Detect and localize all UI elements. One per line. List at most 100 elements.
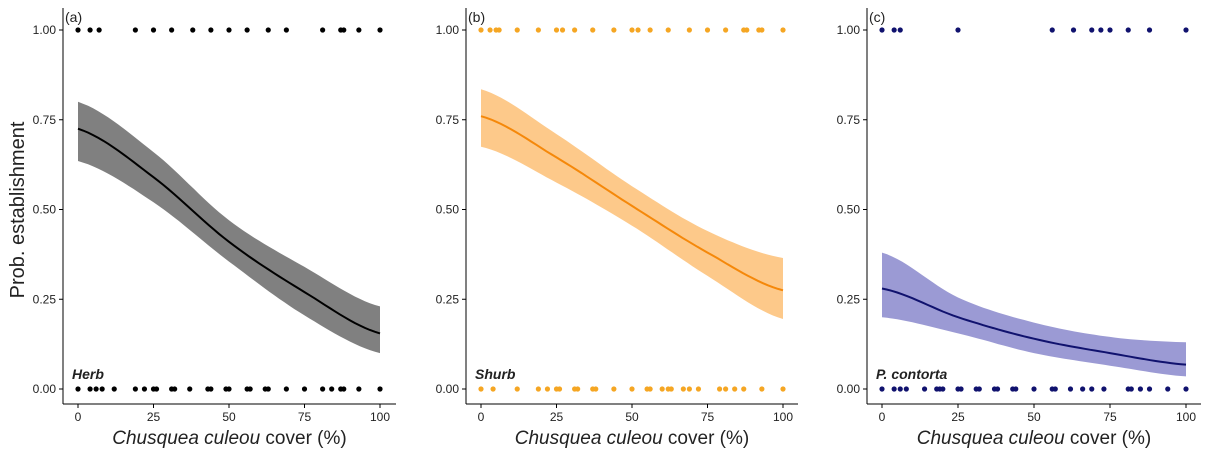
data-point — [1013, 386, 1019, 392]
data-point — [879, 386, 885, 392]
data-point — [75, 27, 81, 33]
data-point — [496, 27, 502, 33]
data-point — [1080, 386, 1086, 392]
y-tick-label: 1.00 — [837, 23, 861, 37]
y-tick-label: 0.75 — [837, 113, 861, 127]
x-axis-label-species: Chusquea culeou — [112, 428, 260, 449]
data-point — [535, 386, 541, 392]
data-point — [590, 27, 596, 33]
data-point — [1067, 386, 1074, 392]
panel-tag: (c) — [869, 9, 885, 25]
data-point — [695, 386, 702, 392]
data-point — [1128, 386, 1134, 392]
data-point — [741, 386, 747, 392]
data-point — [1146, 27, 1153, 33]
data-point — [1107, 27, 1113, 33]
data-point — [976, 386, 982, 392]
confidence-band — [882, 252, 1186, 377]
data-point — [172, 386, 178, 392]
data-point — [132, 27, 138, 33]
data-point — [647, 27, 653, 33]
data-point — [716, 386, 723, 392]
data-point — [301, 386, 308, 392]
data-point — [226, 27, 232, 33]
data-point — [356, 27, 362, 33]
data-point — [732, 386, 738, 392]
panel-2: 0.00 0.25 0.50 0.75 1.00 0 25 50 75 100 Chusquea c… — [436, 8, 798, 449]
x-tick-label: 0 — [75, 410, 82, 424]
data-point — [487, 27, 493, 33]
x-tick-label: 75 — [1103, 410, 1117, 424]
data-point — [320, 27, 326, 33]
data-point — [514, 386, 520, 392]
data-point — [611, 27, 617, 33]
data-point — [208, 27, 214, 33]
x-axis-label: Chusquea culeou cover (%) — [515, 428, 749, 449]
data-point — [668, 386, 674, 392]
data-point — [377, 27, 383, 33]
y-tick-label: 0.25 — [436, 292, 460, 306]
data-point — [940, 386, 946, 392]
group-label: P. contorta — [876, 366, 948, 382]
x-tick-label: 50 — [222, 410, 236, 424]
data-point — [244, 27, 250, 33]
x-tick-label: 0 — [879, 410, 886, 424]
y-tick-label: 0.75 — [33, 113, 57, 127]
y-axis-label: Prob. establishment — [7, 121, 29, 298]
fitted-line — [881, 287, 1187, 366]
panel-tag: (a) — [65, 9, 82, 25]
data-point — [1165, 386, 1171, 392]
data-point — [891, 386, 897, 392]
data-point — [1031, 386, 1037, 392]
y-tick-label: 0.25 — [33, 292, 57, 306]
data-point — [559, 27, 566, 33]
data-point — [611, 386, 617, 392]
data-point — [629, 386, 635, 392]
panels-group: 0.00 0.25 0.50 0.75 1.00 0 25 50 75 100 Chusquea c… — [33, 8, 1201, 449]
data-point — [132, 386, 138, 392]
data-point — [1052, 386, 1058, 392]
x-axis-label: Chusquea culeou cover (%) — [917, 428, 1151, 449]
data-point — [153, 386, 160, 392]
data-point — [635, 27, 641, 33]
panel-1: 0.00 0.25 0.50 0.75 1.00 0 25 50 75 100 Chusquea c… — [33, 8, 396, 449]
data-point — [575, 386, 581, 392]
data-point — [780, 27, 786, 33]
data-point — [226, 386, 232, 392]
data-point — [1146, 386, 1153, 392]
data-point — [921, 386, 928, 392]
data-point — [686, 27, 692, 33]
data-point — [1098, 27, 1104, 33]
data-point — [629, 27, 635, 33]
confidence-band — [481, 89, 783, 319]
data-point — [1089, 27, 1095, 33]
data-point — [187, 386, 193, 392]
x-axis-label-unit: cover (%) — [1065, 428, 1152, 449]
x-tick-label: 75 — [298, 410, 312, 424]
x-axis-label-unit: cover (%) — [260, 428, 347, 449]
data-point — [341, 27, 347, 33]
data-point — [659, 386, 665, 392]
data-point — [490, 386, 496, 392]
data-point — [75, 386, 81, 392]
x-tick-label: 100 — [773, 410, 793, 424]
data-point — [535, 27, 541, 33]
y-tick-label: 0.00 — [837, 382, 861, 396]
data-point — [478, 27, 484, 33]
data-point — [96, 27, 102, 33]
data-point — [994, 386, 1001, 392]
data-point — [647, 386, 653, 392]
data-point — [169, 27, 175, 33]
x-tick-label: 25 — [147, 410, 161, 424]
data-point — [356, 386, 362, 392]
data-point — [572, 27, 578, 33]
data-point — [208, 386, 214, 392]
data-point — [1183, 27, 1189, 33]
data-point — [686, 386, 692, 392]
y-tick-label: 0.50 — [33, 203, 57, 217]
data-point — [190, 27, 196, 33]
data-point — [897, 386, 903, 392]
data-point — [1089, 386, 1095, 392]
data-point — [903, 386, 909, 392]
data-point — [891, 27, 897, 33]
